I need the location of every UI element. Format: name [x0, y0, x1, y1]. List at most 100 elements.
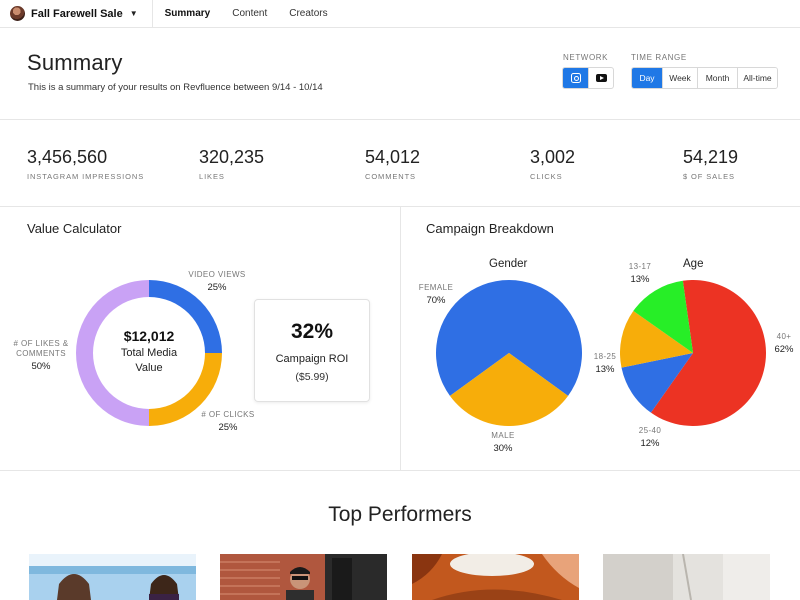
roi-label: Campaign ROI [275, 353, 349, 365]
performer-thumbnail [603, 554, 770, 600]
stat-value: 3,456,560 [27, 147, 108, 167]
donut-segment-video-views[interactable] [149, 280, 222, 353]
time-day-button[interactable]: Day [632, 68, 662, 88]
callout-label: COMMENTS [16, 349, 66, 358]
callout-label: VIDEO VIEWS [188, 270, 246, 279]
total-media-value-amount: $12,012 [123, 328, 175, 344]
total-media-label-line1: Total Media [120, 347, 178, 359]
callout-value: 25% [218, 422, 238, 433]
callout-age-18-25: 18-25 13% [585, 352, 625, 375]
roi-amount: ($5.99) [295, 371, 329, 383]
youtube-icon [595, 74, 607, 82]
instagram-icon [570, 73, 581, 83]
stat-label: INSTAGRAM IMPRESSIONS [27, 172, 145, 181]
stat-clicks: 3,002 CLICKS [530, 147, 575, 181]
campaign-avatar [10, 6, 25, 21]
total-media-value-label: Total Media Value [96, 346, 202, 376]
campaign-selector[interactable]: Fall Farewell Sale ▼ [0, 0, 138, 27]
age-slice-40-plus[interactable] [650, 280, 766, 426]
callout-label: 18-25 [593, 352, 617, 361]
callout-label: # OF CLICKS [201, 410, 255, 419]
donut-segment-likes-comments[interactable] [76, 280, 149, 426]
performer-card[interactable] [603, 554, 770, 600]
performer-thumbnail [412, 554, 579, 600]
performer-card[interactable] [220, 554, 387, 600]
campaign-name: Fall Farewell Sale [31, 7, 123, 20]
callout-label: 25-40 [638, 426, 662, 435]
instagram-button[interactable] [563, 68, 588, 88]
callout-value: 12% [640, 438, 660, 449]
callout-male: MALE 30% [479, 431, 527, 454]
callout-female: FEMALE 70% [412, 283, 460, 306]
callout-clicks: # OF CLICKS 25% [197, 410, 259, 433]
callout-value: 30% [493, 443, 513, 454]
gender-slice-female[interactable] [436, 280, 582, 396]
stat-label: $ OF SALES [683, 172, 735, 181]
gender-chart-title: Gender [489, 258, 528, 270]
stat-value: 54,219 [683, 147, 739, 167]
age-slice-25-40[interactable] [621, 353, 693, 413]
age-slice-13-17[interactable] [633, 280, 693, 353]
callout-label: FEMALE [418, 283, 454, 292]
callout-value: 13% [630, 274, 650, 285]
divider [0, 119, 800, 120]
performer-card[interactable] [29, 554, 196, 600]
stat-value: 320,235 [199, 147, 265, 167]
callout-likes-comments: # OF LIKES & COMMENTS 50% [9, 339, 73, 372]
value-calculator-title: Value Calculator [27, 221, 122, 236]
roi-value: 32% [290, 320, 334, 343]
stat-value: 54,012 [365, 147, 421, 167]
total-media-label-line2: Value [135, 362, 163, 374]
callout-video-views: VIDEO VIEWS 25% [186, 270, 248, 293]
stat-label: LIKES [199, 172, 225, 181]
network-label: NETWORK [563, 53, 609, 62]
stat-sales: 54,219 $ OF SALES [683, 147, 738, 181]
top-performers-title: Top Performers [328, 503, 472, 526]
gender-slice-male[interactable] [449, 353, 569, 426]
page-title: Summary [27, 50, 123, 75]
stat-label: CLICKS [530, 172, 563, 181]
nav-tab-content[interactable]: Content [232, 8, 268, 19]
time-range-toggle: Day Week Month All-time [631, 67, 778, 89]
time-alltime-button[interactable]: All-time [737, 68, 777, 88]
total-media-value: $12,012 Total Media Value [96, 328, 202, 376]
time-range-label: TIME RANGE [631, 53, 687, 62]
age-chart-title: Age [683, 258, 704, 270]
performer-thumbnail [29, 554, 196, 600]
callout-label: 13-17 [628, 262, 652, 271]
panel-divider [400, 207, 401, 470]
divider [0, 470, 800, 471]
callout-age-40-plus: 40+ 62% [770, 332, 798, 355]
stat-likes: 320,235 LIKES [199, 147, 264, 181]
stat-comments: 54,012 COMMENTS [365, 147, 420, 181]
time-month-button[interactable]: Month [697, 68, 737, 88]
stat-value: 3,002 [530, 147, 576, 167]
campaign-breakdown-title: Campaign Breakdown [426, 221, 554, 236]
callout-value: 13% [595, 364, 615, 375]
donut-segment-clicks[interactable] [149, 353, 222, 426]
callout-age-25-40: 25-40 12% [630, 426, 670, 449]
callout-age-13-17: 13-17 13% [620, 262, 660, 285]
callout-value: 70% [426, 295, 446, 306]
callout-label: 40+ [776, 332, 792, 341]
stat-label: COMMENTS [365, 172, 416, 181]
performer-thumbnail [220, 554, 387, 600]
performer-card[interactable] [412, 554, 579, 600]
caret-down-icon: ▼ [129, 9, 138, 18]
nav-tab-creators[interactable]: Creators [289, 8, 328, 19]
callout-value: 50% [31, 361, 51, 372]
stat-impressions: 3,456,560 INSTAGRAM IMPRESSIONS [27, 147, 144, 181]
youtube-button[interactable] [588, 68, 613, 88]
callout-value: 62% [774, 344, 794, 355]
divider [0, 206, 800, 207]
page-subtitle: This is a summary of your results on Rev… [28, 82, 323, 93]
age-pie-chart [620, 280, 766, 426]
time-week-button[interactable]: Week [662, 68, 697, 88]
nav-divider [151, 0, 153, 28]
age-slice-18-25[interactable] [620, 310, 693, 368]
callout-label: # OF LIKES & [13, 339, 69, 348]
top-nav: Fall Farewell Sale ▼ Summary Content Cre… [0, 0, 800, 28]
callout-label: MALE [491, 431, 515, 440]
network-toggle [562, 67, 614, 89]
nav-tab-summary[interactable]: Summary [164, 8, 211, 19]
